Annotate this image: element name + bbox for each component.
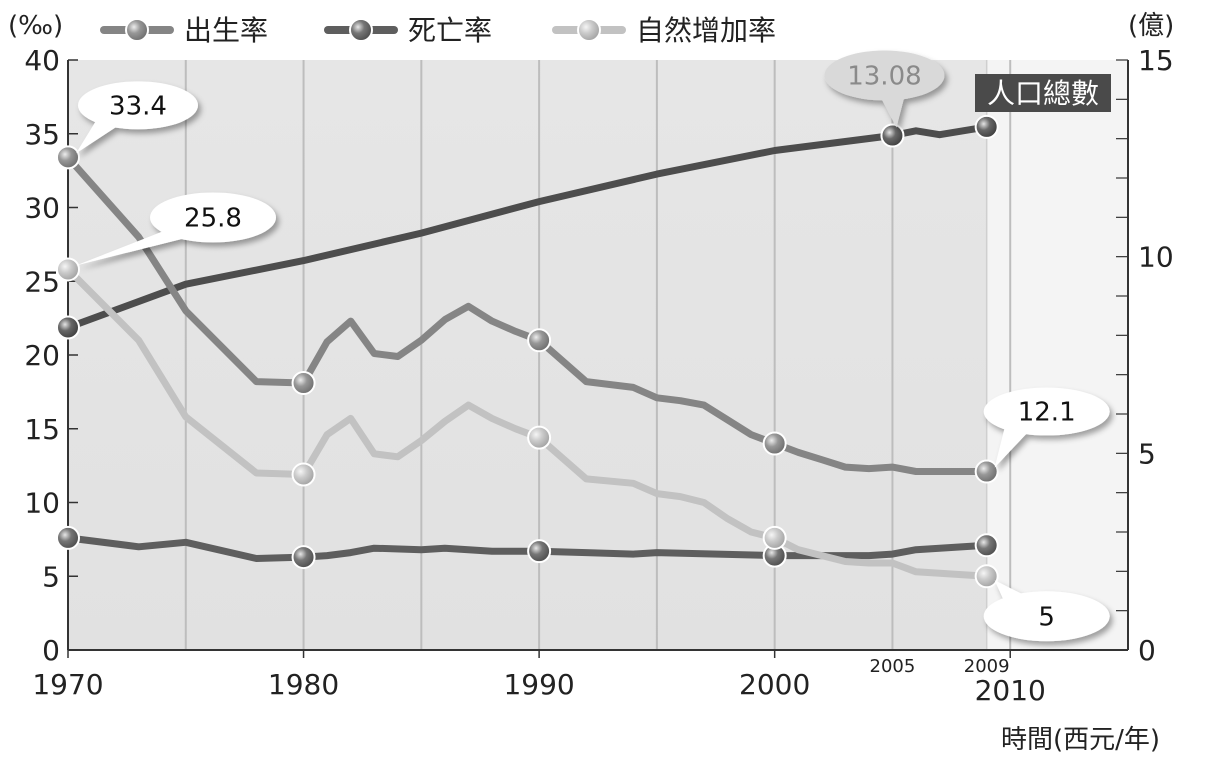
series-line-e587bae7949fe78e87 [64, 153, 991, 475]
x-tick-label-2000: 2000 [739, 668, 810, 701]
marker-shine-e6adbbe4baa1e78e87-2000 [764, 545, 785, 566]
area-label-text: 人口總數 [987, 77, 1099, 110]
right-tick-label-5: 5 [1138, 437, 1156, 470]
callout-text-13-08: 13.08 [847, 62, 921, 92]
marker-shine-e587bae7949fe78e87-2009 [976, 461, 997, 482]
callout-13-08 [824, 50, 945, 128]
legend-label: 出生率 [184, 14, 268, 47]
legend-label: 自然增加率 [636, 14, 776, 47]
marker-shine-e6adbbe4baa1e78e87-1980 [293, 547, 314, 568]
series-line-e887aae784b6e5a29ee58aa0e78e87 [64, 265, 991, 580]
marker-shine-e6adbbe4baa1e78e87-1970 [58, 527, 78, 548]
x-tick-label-1980: 1980 [268, 668, 339, 701]
area-label: 人口總數 [975, 74, 1111, 112]
left-tick-label-10: 10 [24, 487, 60, 520]
callout-bubble [78, 81, 198, 130]
legend-item-e6adbbe4baa1e78e87: 死亡率 [324, 14, 492, 47]
left-tick-label-25: 25 [24, 265, 60, 298]
marker-shine-e587bae7949fe78e87-1990 [529, 330, 550, 351]
callout-bubble [983, 591, 1110, 642]
x-tick-label-2010: 2010 [975, 674, 1046, 707]
callout-25-8 [76, 192, 276, 266]
series-line-e4babae58fa3e7b8bde695b8 [64, 123, 991, 331]
legend-label: 死亡率 [408, 14, 492, 47]
left-tick-label-40: 40 [24, 44, 60, 77]
marker-shine-e587bae7949fe78e87-2000 [764, 433, 785, 454]
callouts: 33.4 25.8 13.08 12.1 5 [76, 50, 1110, 642]
legend-item-e887aae784b6e5a29ee58aa0e78e87: 自然增加率 [552, 14, 776, 47]
marker-shine-e4babae58fa3e7b8bde695b8-2009 [976, 116, 997, 137]
right-tick-label-10: 10 [1138, 241, 1174, 274]
callout-tail [76, 227, 198, 266]
left-tick-label-20: 20 [24, 339, 60, 372]
x-tick-label-1990: 1990 [503, 668, 574, 701]
marker-shine-e4babae58fa3e7b8bde695b8-1970 [58, 317, 78, 338]
x-axis-title: 時間(西元/年) [1001, 725, 1160, 755]
legend-swatch-shine [127, 20, 147, 40]
right-axis-unit: (億) [1128, 11, 1174, 41]
x-tick-label-1970: 1970 [32, 668, 103, 701]
left-axis-unit: (‰) [8, 11, 63, 41]
left-tick-label-5: 5 [42, 560, 60, 593]
callout-bubble [824, 50, 945, 101]
legend-item-e587bae7949fe78e87: 出生率 [100, 14, 268, 47]
x-extra-tick-label-2009: 2009 [964, 656, 1010, 677]
series-line-e6adbbe4baa1e78e87 [64, 534, 991, 562]
callout-text-5: 5 [1038, 602, 1055, 632]
marker-shine-e4babae58fa3e7b8bde695b8-2005 [882, 125, 903, 146]
left-tick-label-0: 0 [42, 634, 60, 667]
marker-shine-e887aae784b6e5a29ee58aa0e78e87-1980 [293, 464, 314, 485]
axes: 0 5 10 15 20 25 30 35 40 0 5 10 15 1970 1980 1990 2000 20… [24, 44, 1173, 707]
marker-shine-e6adbbe4baa1e78e87-1990 [529, 541, 550, 562]
marker-shine-e587bae7949fe78e87-1970 [58, 147, 78, 168]
left-tick-label-35: 35 [24, 118, 60, 151]
callout-bubble [150, 192, 276, 243]
marker-shine-e887aae784b6e5a29ee58aa0e78e87-1990 [529, 427, 550, 448]
series-markers [56, 114, 999, 589]
series-lines [64, 123, 991, 580]
callout-text-33-4: 33.4 [109, 91, 167, 121]
left-tick-label-30: 30 [24, 192, 60, 225]
callout-text-12-1: 12.1 [1018, 398, 1076, 428]
right-tick-label-15: 15 [1138, 44, 1174, 77]
right-tick-label-0: 0 [1138, 634, 1156, 667]
x-extra-tick-label-2005: 2005 [870, 656, 916, 677]
marker-shine-e887aae784b6e5a29ee58aa0e78e87-2009 [976, 566, 997, 587]
legend-swatch-shine [351, 20, 371, 40]
callout-12-1 [983, 387, 1110, 468]
area-label-box [975, 74, 1111, 112]
marker-shine-e887aae784b6e5a29ee58aa0e78e87-2000 [764, 527, 785, 548]
callout-33-4 [76, 81, 198, 154]
marker-shine-e887aae784b6e5a29ee58aa0e78e87-1970 [58, 259, 78, 280]
left-tick-label-15: 15 [24, 413, 60, 446]
legend: 出生率 死亡率 自然增加率 [100, 14, 776, 47]
marker-shine-e6adbbe4baa1e78e87-2009 [976, 535, 997, 556]
callout-5 [983, 580, 1110, 642]
callout-bubble [983, 387, 1110, 436]
callout-text-25-8: 25.8 [184, 203, 242, 233]
legend-swatch-shine [579, 20, 599, 40]
marker-shine-e587bae7949fe78e87-1980 [293, 373, 314, 394]
